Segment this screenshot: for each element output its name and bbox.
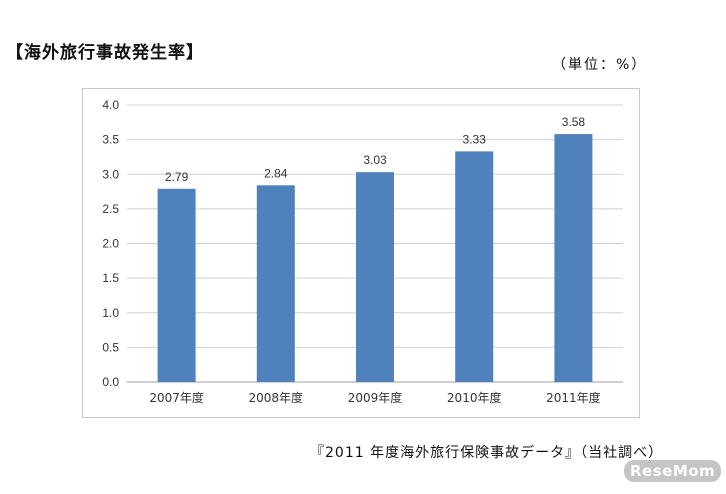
y-tick-label: 2.0 xyxy=(102,237,119,251)
y-tick-label: 4.0 xyxy=(102,98,119,112)
y-tick-label: 0.5 xyxy=(102,340,119,354)
bar xyxy=(157,188,196,382)
y-tick-label: 3.0 xyxy=(102,167,119,181)
resemom-watermark: ReseMom xyxy=(624,460,722,482)
x-tick-label: 2011年度 xyxy=(546,390,601,405)
x-tick-label: 2007年度 xyxy=(149,390,204,405)
source-note: 『2011 年度海外旅行保険事故データ』（当社調べ） xyxy=(310,445,664,461)
y-tick-label: 1.5 xyxy=(102,271,119,285)
y-tick-label: 1.0 xyxy=(102,306,119,320)
y-tick-label: 2.5 xyxy=(102,202,119,216)
x-tick-label: 2010年度 xyxy=(447,390,502,405)
data-label: 3.03 xyxy=(363,153,387,167)
chart-frame: 0.0 0.5 1.0 1.5 2.0 2.5 3.0 3.5 4.0 2.79 2007年度 2.8… xyxy=(82,88,640,418)
data-label: 2.84 xyxy=(264,166,288,180)
data-label: 3.58 xyxy=(562,115,586,129)
y-tick-label: 0.0 xyxy=(102,375,119,389)
x-tick-label: 2009年度 xyxy=(348,390,403,405)
data-label: 3.33 xyxy=(463,132,487,146)
bar xyxy=(356,172,394,382)
data-label: 2.79 xyxy=(165,170,189,184)
chart-title: 【海外旅行事故発生率】 xyxy=(6,43,204,63)
bar-chart: 0.0 0.5 1.0 1.5 2.0 2.5 3.0 3.5 4.0 2.79 2007年度 2.8… xyxy=(102,98,623,405)
y-tick-label: 3.5 xyxy=(102,133,119,147)
x-tick-label: 2008年度 xyxy=(249,390,304,405)
bar xyxy=(256,185,295,382)
bar xyxy=(455,151,494,382)
bar xyxy=(554,134,593,382)
unit-note: （単位：%） xyxy=(552,57,648,73)
